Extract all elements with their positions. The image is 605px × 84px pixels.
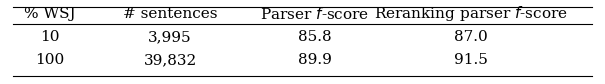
Text: Reranking parser $f$-score: Reranking parser $f$-score bbox=[374, 4, 568, 23]
Text: 3,995: 3,995 bbox=[148, 30, 192, 44]
Text: % WSJ: % WSJ bbox=[24, 7, 76, 21]
Text: Parser $f$-score: Parser $f$-score bbox=[260, 6, 369, 22]
Text: 10: 10 bbox=[40, 30, 59, 44]
Text: 89.9: 89.9 bbox=[298, 53, 332, 67]
Text: # sentences: # sentences bbox=[123, 7, 217, 21]
Text: 100: 100 bbox=[35, 53, 64, 67]
Text: 91.5: 91.5 bbox=[454, 53, 488, 67]
Text: 39,832: 39,832 bbox=[143, 53, 197, 67]
Text: 87.0: 87.0 bbox=[454, 30, 488, 44]
Text: 85.8: 85.8 bbox=[298, 30, 332, 44]
